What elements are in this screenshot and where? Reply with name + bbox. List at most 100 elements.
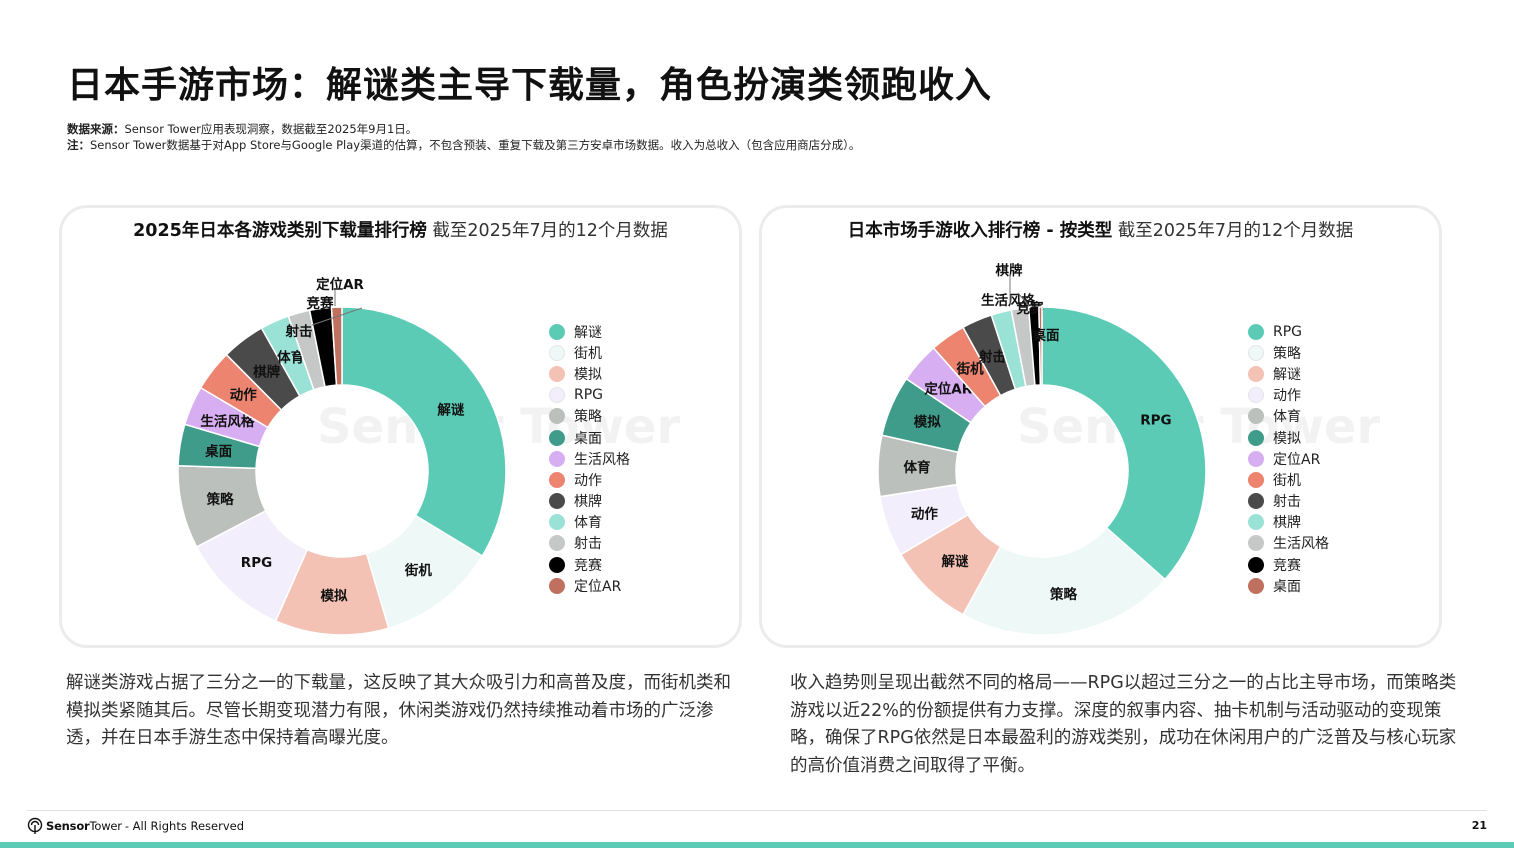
slice-label-5: 策略 [207, 491, 234, 508]
slice-label-11: 生活风格 [981, 292, 1035, 309]
legend-label: 定位AR [574, 578, 622, 595]
legend-item: 生活风格 [1248, 533, 1329, 554]
footer-brand-tower: Tower [89, 819, 123, 833]
legend-swatch [1248, 344, 1264, 361]
source-text: Sensor Tower应用表现洞察，数据截至2025年9月1日。 [124, 122, 418, 136]
legend-label: 策略 [574, 409, 602, 426]
slice-label-4: 动作 [911, 505, 939, 522]
slice-label-13: 桌面 [1033, 327, 1061, 344]
page-number: 21 [1471, 819, 1487, 832]
slice-label-12: 竞赛 [1017, 300, 1045, 317]
slice-label-3: 模拟 [320, 588, 347, 605]
footer-brand-sensor: Sensor [46, 819, 90, 833]
legend-swatch [1248, 514, 1264, 531]
legend-label: 解谜 [1273, 366, 1301, 383]
legend-swatch [1248, 323, 1264, 340]
downloads-legend: 解谜 街机 模拟 RPG 策略 桌面 生活风格 动作 棋牌 体育 射击 竞赛 定位AR [549, 321, 630, 596]
source-notes: 数据来源：Sensor Tower应用表现洞察，数据截至2025年9月1日。 注… [67, 121, 860, 153]
legend-swatch [549, 365, 565, 382]
legend-item: 竞赛 [549, 554, 630, 575]
donut-slice-1 [341, 306, 507, 558]
slice-label-6: 模拟 [914, 413, 942, 430]
legend-item: 解谜 [1248, 363, 1329, 384]
legend-item: 棋牌 [1248, 512, 1329, 533]
donut-slice-1 [1041, 306, 1207, 581]
slice-label-11: 射击 [285, 323, 313, 340]
slice-label-1: RPG [1140, 413, 1171, 429]
revenue-chart-title: 日本市场手游收入排行榜 - 按类型 截至2025年7月的12个月数据 [762, 217, 1439, 242]
legend-swatch [549, 535, 565, 552]
legend-label: 模拟 [574, 366, 602, 383]
note-line: 注：Sensor Tower数据基于对App Store与Google Play… [67, 137, 860, 153]
slice-label-5: 体育 [904, 459, 931, 476]
legend-swatch [549, 323, 565, 340]
legend-swatch [549, 387, 565, 404]
legend-item: 策略 [549, 406, 630, 427]
legend-item: 街机 [1248, 469, 1329, 490]
legend-label: 桌面 [1273, 578, 1301, 595]
legend-swatch [1248, 408, 1264, 425]
slice-label-9: 射击 [978, 348, 1006, 365]
slice-label-2: 策略 [1050, 586, 1077, 603]
legend-swatch [1248, 429, 1264, 446]
legend-item: 射击 [1248, 491, 1329, 512]
footer-brand: SensorTower - All Rights Reserved [27, 817, 244, 835]
legend-item: 棋牌 [549, 491, 630, 512]
source-label: 数据来源： [67, 122, 125, 136]
legend-item: 模拟 [549, 363, 630, 384]
legend-item: 桌面 [549, 427, 630, 448]
legend-item: 体育 [1248, 406, 1329, 427]
legend-swatch [549, 493, 565, 510]
slice-label-3: 解谜 [942, 553, 970, 570]
legend-swatch [549, 556, 565, 573]
legend-swatch [1248, 556, 1264, 573]
legend-label: 棋牌 [574, 494, 602, 511]
source-line: 数据来源：Sensor Tower应用表现洞察，数据截至2025年9月1日。 [67, 121, 860, 137]
legend-swatch [1248, 450, 1264, 467]
legend-swatch [549, 429, 565, 446]
legend-label: 生活风格 [574, 451, 630, 468]
legend-item: 模拟 [1248, 427, 1329, 448]
legend-label: RPG [574, 387, 604, 404]
revenue-chart-panel: 日本市场手游收入排行榜 - 按类型 截至2025年7月的12个月数据 Senso… [759, 205, 1442, 648]
legend-swatch [549, 514, 565, 531]
slice-label-12: 竞赛 [307, 295, 334, 312]
revenue-chart-subtitle: 截至2025年7月的12个月数据 [1117, 221, 1354, 241]
legend-label: 策略 [1273, 345, 1301, 362]
revenue-donut-chart: Sensor TowerRPG策略解谜动作体育模拟定位AR街机射击棋牌生活风格竞… [877, 262, 1380, 636]
note-text: Sensor Tower数据基于对App Store与Google Play渠道… [90, 138, 861, 152]
legend-label: 棋牌 [1273, 515, 1301, 532]
downloads-chart-panel: 2025年日本各游戏类别下载量排行榜 截至2025年7月的12个月数据 Sens… [59, 205, 742, 648]
slice-label-9: 棋牌 [253, 363, 280, 380]
legend-label: 街机 [1273, 472, 1301, 489]
slice-label-8: 街机 [956, 361, 985, 378]
legend-label: 桌面 [574, 430, 602, 447]
legend-swatch [1248, 493, 1264, 510]
slice-label-10: 棋牌 [996, 262, 1024, 279]
downloads-chart-title: 2025年日本各游戏类别下载量排行榜 截至2025年7月的12个月数据 [62, 217, 739, 242]
legend-label: 竞赛 [1273, 557, 1301, 574]
slice-label-1: 解谜 [437, 402, 464, 419]
legend-label: RPG [1273, 323, 1303, 340]
footer-rights: - All Rights Reserved [124, 819, 245, 833]
leader-line [311, 307, 363, 326]
legend-label: 体育 [1273, 409, 1301, 426]
slice-label-2: 街机 [404, 562, 432, 579]
donut-slice-13 [1038, 306, 1043, 386]
legend-swatch [1248, 535, 1264, 552]
slice-label-13: 定位AR [316, 276, 364, 293]
legend-swatch [549, 577, 565, 594]
slice-label-4: RPG [241, 555, 272, 571]
legend-label: 街机 [574, 345, 602, 362]
legend-item: 定位AR [1248, 448, 1329, 469]
legend-label: 定位AR [1273, 451, 1321, 468]
slice-label-7: 生活风格 [200, 413, 254, 430]
legend-swatch [549, 408, 565, 425]
accent-bar [0, 842, 1514, 848]
downloads-chart-subtitle: 截至2025年7月的12个月数据 [432, 221, 668, 241]
legend-item: 策略 [1248, 342, 1329, 363]
legend-item: RPG [549, 385, 630, 406]
slice-label-6: 桌面 [205, 443, 232, 460]
legend-label: 模拟 [1273, 430, 1301, 447]
legend-item: 体育 [549, 512, 630, 533]
